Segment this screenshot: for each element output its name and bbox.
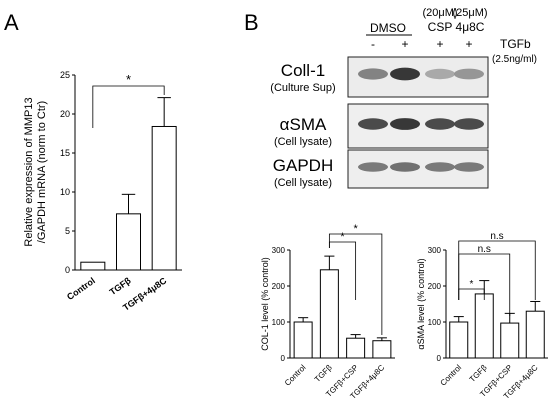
bar	[116, 213, 141, 271]
significance-label: *	[470, 279, 474, 290]
lane-sign: +	[401, 37, 408, 51]
y-tick-label: 200	[428, 282, 442, 291]
blot-group-4u8c-conc: (25μM)	[452, 7, 487, 19]
significance-label: n.s	[478, 244, 491, 255]
bar	[346, 337, 366, 359]
significance-bracket	[92, 85, 165, 128]
y-tick-label: 10	[60, 187, 70, 197]
panel-label-b: B	[244, 10, 259, 35]
y-tick-label: 15	[60, 148, 70, 158]
blot-row-label-coll1: Coll-1	[281, 61, 325, 80]
blot-band	[390, 67, 420, 81]
category-label: Control	[283, 363, 308, 388]
y-axis-label: αSMA level (% control)	[416, 258, 426, 349]
y-axis-label: COL-1 level (% control)	[260, 257, 270, 351]
bar	[80, 261, 106, 271]
significance-bracket	[458, 240, 536, 300]
y-tick-label: 0	[437, 354, 442, 363]
category-label: Control	[439, 363, 464, 388]
blot-band	[425, 118, 455, 130]
blot-band	[390, 118, 420, 130]
y-tick-label: 100	[272, 318, 286, 327]
y-axis-label: Relative expression of MMP13	[23, 97, 35, 246]
lane-sign: +	[436, 37, 443, 51]
blot-band	[454, 68, 484, 80]
blot-group-dmso: DMSO	[370, 21, 406, 35]
bar	[293, 321, 313, 359]
blot-treatment-label: TGFb	[500, 37, 531, 51]
blot-band	[454, 162, 484, 172]
category-label: TGFβ	[468, 363, 489, 384]
bar	[525, 310, 545, 359]
y-tick-label: 5	[65, 226, 70, 236]
significance-bracket	[328, 233, 383, 335]
y-tick-label: 25	[60, 70, 70, 80]
blot-band	[358, 162, 388, 172]
blot-row-sub-coll1: (Culture Sup)	[270, 82, 335, 94]
y-tick-label: 0	[65, 265, 70, 275]
significance-label: *	[353, 223, 358, 235]
bar	[151, 125, 177, 271]
y-tick-label: 300	[428, 246, 442, 255]
blot-group-4u8c: 4μ8C	[456, 20, 485, 34]
panel-label-a: A	[4, 10, 19, 35]
blot-band	[454, 118, 484, 130]
bar	[372, 340, 392, 359]
category-label: Control	[65, 275, 97, 302]
blot-band	[425, 162, 455, 172]
bar	[474, 293, 494, 359]
category-label: TGFβ	[108, 275, 133, 297]
blot-group-csp-conc: (20μM)	[422, 7, 457, 19]
significance-label: *	[340, 231, 345, 243]
blot-band	[358, 68, 388, 80]
blot-treatment-conc: (2.5ng/ml)	[492, 54, 537, 65]
blot-row-label-asma: αSMA	[280, 115, 327, 134]
bar	[449, 321, 469, 359]
blot-row-sub-gapdh: (Cell lysate)	[274, 177, 332, 189]
y-tick-label: 20	[60, 109, 70, 119]
y-tick-label: 100	[428, 318, 442, 327]
blot-band	[390, 162, 420, 172]
blot-row-label-gapdh: GAPDH	[273, 156, 333, 175]
significance-label: n.s	[490, 231, 503, 242]
category-label: TGFβ	[313, 363, 334, 384]
bar	[319, 269, 339, 359]
significance-label: *	[126, 72, 131, 87]
lane-sign: +	[465, 37, 472, 51]
lane-sign: -	[371, 37, 375, 51]
blot-band	[425, 68, 455, 80]
y-tick-label: 0	[281, 354, 286, 363]
blot-group-csp: CSP	[428, 20, 453, 34]
bar	[500, 322, 520, 359]
y-tick-label: 300	[272, 246, 286, 255]
blot-row-sub-asma: (Cell lysate)	[274, 136, 332, 148]
blot-band	[358, 118, 388, 130]
y-axis-label: /GAPDH mRNA (norm to Ctr)	[36, 101, 48, 243]
y-tick-label: 200	[272, 282, 286, 291]
western-blot: DMSO (20μM) CSP (25μM) 4μ8C - + + + TGFb (2…	[270, 7, 537, 189]
